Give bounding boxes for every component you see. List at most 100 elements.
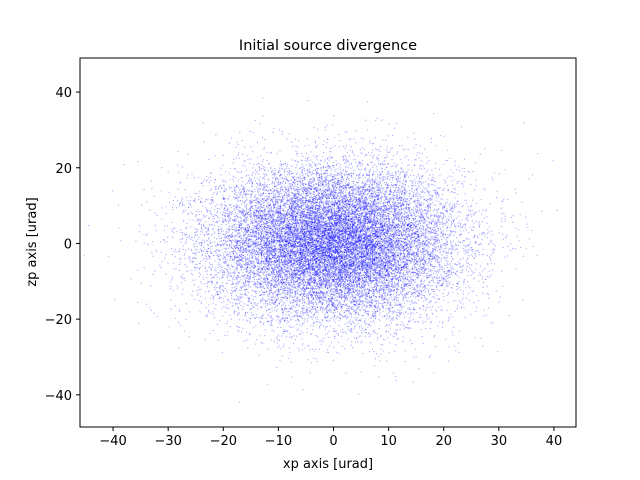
data-point [354,227,356,229]
data-point [350,252,352,254]
data-point [370,203,372,205]
data-point [355,341,357,344]
data-point [240,265,242,268]
data-point [282,281,284,283]
data-point [402,341,404,343]
data-point [480,199,482,201]
data-point [399,227,401,229]
data-point [272,250,274,252]
data-point [481,270,483,272]
data-point [256,186,258,188]
data-point [315,219,317,221]
data-point [156,251,158,253]
data-point [267,204,269,206]
data-point [403,218,405,220]
data-point [350,146,352,148]
data-point [324,328,326,330]
data-point [456,181,458,183]
data-point [424,148,426,150]
data-point [329,219,331,221]
data-point [333,291,335,293]
data-point [507,246,509,248]
data-point [429,355,431,357]
data-point [425,231,427,233]
data-point [143,242,145,244]
data-point [358,175,360,177]
data-point [398,145,400,147]
data-point [316,269,318,272]
data-point [355,312,357,314]
data-point [406,238,408,241]
data-point [408,203,410,205]
data-point [438,272,440,274]
data-point [398,209,400,211]
data-point [261,341,263,344]
data-point [424,291,427,293]
data-point [384,242,386,245]
data-point [206,258,208,260]
data-point [328,237,330,239]
data-point [415,356,417,358]
data-point [340,293,342,296]
data-point [267,295,269,297]
data-point [427,240,429,242]
data-point [316,248,318,250]
data-point [386,156,388,158]
data-point [427,212,429,214]
data-point [448,346,450,348]
data-point [490,321,492,323]
data-point [288,246,291,248]
data-point [291,290,294,292]
data-point [240,248,242,250]
data-point [301,261,303,263]
data-point [286,277,288,279]
data-point [322,255,324,257]
data-point [379,150,381,153]
data-point [365,245,367,247]
data-point [232,212,234,215]
data-point [351,188,353,190]
data-point [397,238,399,240]
data-point [358,325,360,327]
data-point [461,242,464,244]
data-point [272,219,275,221]
data-point [322,308,324,310]
data-point [228,229,230,231]
data-point [394,310,396,312]
data-point [315,260,317,262]
data-point [180,241,182,243]
data-point [415,154,418,156]
data-point [182,274,184,276]
data-point [323,325,325,327]
data-point [274,239,276,241]
data-point [346,236,349,239]
data-point [318,268,320,270]
data-point [273,263,275,265]
data-point [183,330,185,332]
data-point [291,207,293,209]
data-point [305,257,307,259]
data-point [374,192,376,194]
data-point [408,282,410,284]
data-point [340,289,342,291]
data-point [361,194,363,196]
data-point [295,285,297,287]
data-point [353,263,355,265]
data-point [228,215,230,217]
data-point [399,247,401,249]
data-point [313,173,315,175]
data-point [391,245,393,247]
data-point [410,242,413,244]
data-point [299,217,301,219]
data-point [256,284,258,286]
data-point [293,229,295,232]
data-point [222,164,224,166]
data-point [339,274,341,276]
data-point [298,268,300,270]
data-point [259,267,261,269]
data-point [282,242,284,244]
data-point [341,307,343,309]
data-point [264,173,266,176]
data-point [338,177,340,180]
data-point [195,257,197,259]
